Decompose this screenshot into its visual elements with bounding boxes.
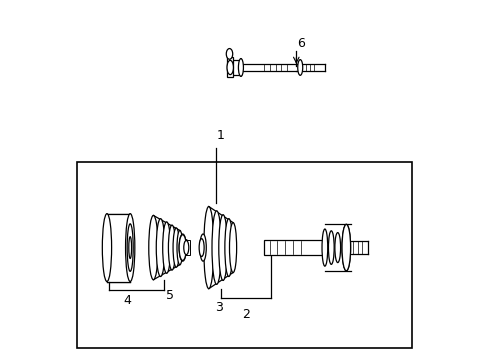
Ellipse shape — [322, 229, 327, 266]
Ellipse shape — [203, 207, 213, 289]
Text: 5: 5 — [165, 289, 174, 302]
Ellipse shape — [334, 233, 340, 262]
Ellipse shape — [341, 224, 350, 271]
Ellipse shape — [128, 237, 131, 258]
Bar — [77, 162, 411, 348]
Ellipse shape — [156, 219, 164, 276]
Ellipse shape — [328, 231, 333, 264]
Text: 4: 4 — [123, 294, 131, 307]
Ellipse shape — [212, 211, 221, 284]
Ellipse shape — [177, 230, 183, 265]
Ellipse shape — [102, 213, 111, 282]
Ellipse shape — [168, 225, 175, 270]
Ellipse shape — [238, 59, 243, 76]
Ellipse shape — [179, 234, 186, 261]
Ellipse shape — [229, 222, 236, 273]
Ellipse shape — [183, 240, 188, 255]
Ellipse shape — [173, 228, 179, 267]
Ellipse shape — [226, 60, 233, 75]
Ellipse shape — [226, 49, 232, 59]
Ellipse shape — [183, 240, 188, 256]
Text: 1: 1 — [216, 130, 224, 143]
Ellipse shape — [297, 60, 302, 75]
Ellipse shape — [218, 215, 227, 280]
Ellipse shape — [148, 215, 158, 280]
Bar — [264, 240, 323, 256]
Bar — [182, 240, 190, 255]
Ellipse shape — [200, 234, 206, 261]
Bar — [227, 58, 233, 77]
Bar — [324, 224, 350, 271]
Ellipse shape — [125, 213, 135, 282]
Text: 2: 2 — [242, 308, 249, 321]
Text: 3: 3 — [215, 301, 223, 314]
Ellipse shape — [163, 222, 170, 273]
Ellipse shape — [179, 235, 186, 260]
Ellipse shape — [224, 219, 232, 276]
Bar — [107, 213, 130, 282]
Ellipse shape — [341, 224, 350, 271]
Text: 6: 6 — [297, 37, 305, 50]
Ellipse shape — [199, 239, 203, 257]
Ellipse shape — [127, 224, 133, 271]
